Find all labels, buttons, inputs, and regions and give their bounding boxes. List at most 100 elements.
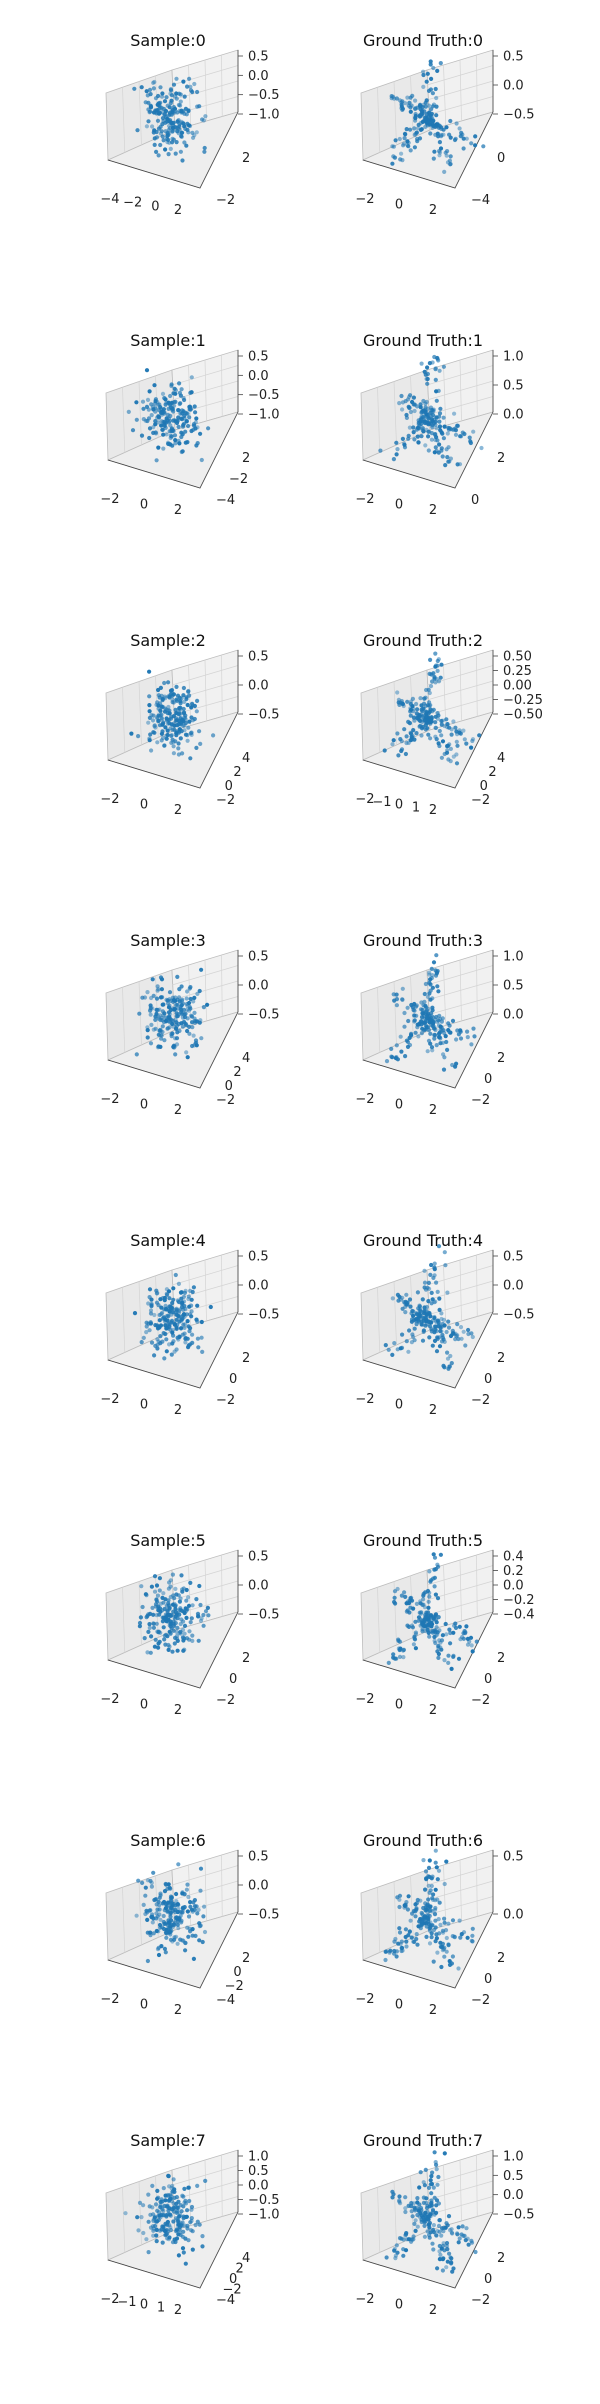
data-point: [182, 1636, 187, 1641]
data-point: [474, 1639, 479, 1644]
grid-line: [377, 87, 381, 153]
data-point: [171, 2209, 176, 2214]
data-point: [383, 1957, 388, 1963]
axis-edge: [362, 1011, 494, 1089]
data-point: [460, 2224, 465, 2229]
axis-edge: [107, 1911, 239, 1989]
data-point: [160, 410, 165, 415]
data-point: [170, 129, 175, 134]
x-tick-label: −2: [100, 2292, 119, 2307]
grid-line: [426, 1296, 494, 1316]
x-tick-label: 0: [140, 1398, 148, 1413]
data-point: [184, 419, 189, 424]
data-point: [181, 693, 186, 698]
data-point: [202, 1904, 207, 1909]
data-point: [422, 369, 427, 374]
data-point: [433, 1033, 438, 1038]
data-point: [161, 1600, 166, 1605]
z-tick-label: 0.0: [248, 69, 269, 84]
data-point: [437, 2257, 442, 2262]
data-point: [431, 156, 436, 161]
y-tick-label: −2: [216, 1693, 235, 1708]
data-point: [451, 2266, 456, 2271]
data-point: [427, 972, 432, 977]
data-point: [168, 146, 173, 151]
data-point: [171, 1609, 176, 1614]
data-point: [186, 1324, 191, 1329]
data-point: [174, 1891, 179, 1897]
z-tick-label: 0.0: [503, 1008, 524, 1023]
data-point: [427, 1634, 432, 1639]
data-point: [433, 377, 438, 382]
data-point: [444, 125, 449, 130]
data-point: [172, 1349, 177, 1354]
data-point: [390, 1296, 395, 1301]
data-point: [179, 2209, 184, 2214]
x-tick-label: 2: [429, 1403, 437, 1418]
data-point: [434, 448, 439, 453]
x-tick-label: 1: [157, 2300, 165, 2315]
data-point: [171, 1333, 176, 1338]
data-point: [160, 427, 165, 432]
data-point: [408, 731, 414, 736]
data-point: [194, 416, 199, 421]
data-point: [178, 99, 183, 104]
subplot-title: Ground Truth:1: [363, 331, 483, 350]
data-point: [177, 91, 182, 96]
data-point: [434, 113, 439, 118]
data-point: [440, 1633, 445, 1638]
data-point: [479, 445, 484, 451]
data-point: [140, 399, 146, 404]
data-point: [413, 112, 418, 117]
data-point: [176, 1593, 181, 1598]
data-point: [164, 1905, 169, 1910]
data-point: [439, 446, 444, 451]
data-point: [413, 98, 418, 103]
axis-edge: [107, 1311, 239, 1389]
data-point: [432, 1584, 437, 1589]
data-point: [448, 746, 453, 751]
data-point: [165, 721, 171, 726]
data-point: [432, 1555, 438, 1560]
data-point: [160, 1339, 165, 1344]
data-point: [171, 128, 176, 133]
data-point: [392, 2248, 397, 2253]
data-point: [444, 1329, 449, 1335]
x-tick-label: 2: [429, 1103, 437, 1118]
data-point: [400, 106, 405, 111]
data-point: [195, 1911, 200, 1916]
grid-line: [221, 654, 223, 717]
data-point: [427, 2220, 432, 2226]
data-point: [425, 994, 430, 999]
x-tick-label: 0: [140, 2298, 148, 2313]
data-point: [185, 1028, 190, 1034]
data-point: [151, 110, 157, 115]
grid-line: [122, 1587, 126, 1653]
data-point: [183, 1948, 188, 1953]
data-point: [437, 1035, 442, 1040]
x-tick-label: 0: [395, 1998, 403, 2013]
y-tick-label: 0: [471, 493, 479, 508]
data-point: [447, 1959, 452, 1964]
data-point: [392, 1599, 397, 1605]
grid-line: [155, 1875, 159, 1938]
subplot-9: Ground Truth:40.50.0−0.5−2 0 220−2: [355, 1231, 534, 1418]
data-point: [177, 2225, 182, 2230]
y-tick-label: 0: [484, 1972, 492, 1987]
data-point: [390, 1352, 395, 1357]
data-point: [181, 685, 186, 691]
data-point: [199, 967, 204, 972]
data-point: [175, 1030, 180, 1035]
data-point: [176, 2253, 181, 2258]
data-point: [464, 136, 469, 141]
data-point: [163, 1597, 168, 1602]
data-point: [154, 1583, 160, 1588]
data-point: [186, 2185, 192, 2190]
data-point: [429, 966, 434, 971]
data-point: [423, 1907, 428, 1913]
data-point: [194, 1904, 199, 1909]
data-point: [426, 1883, 431, 1888]
data-point: [412, 1008, 417, 1013]
y-tick-label: 4: [242, 751, 250, 766]
data-point: [167, 1644, 172, 1649]
